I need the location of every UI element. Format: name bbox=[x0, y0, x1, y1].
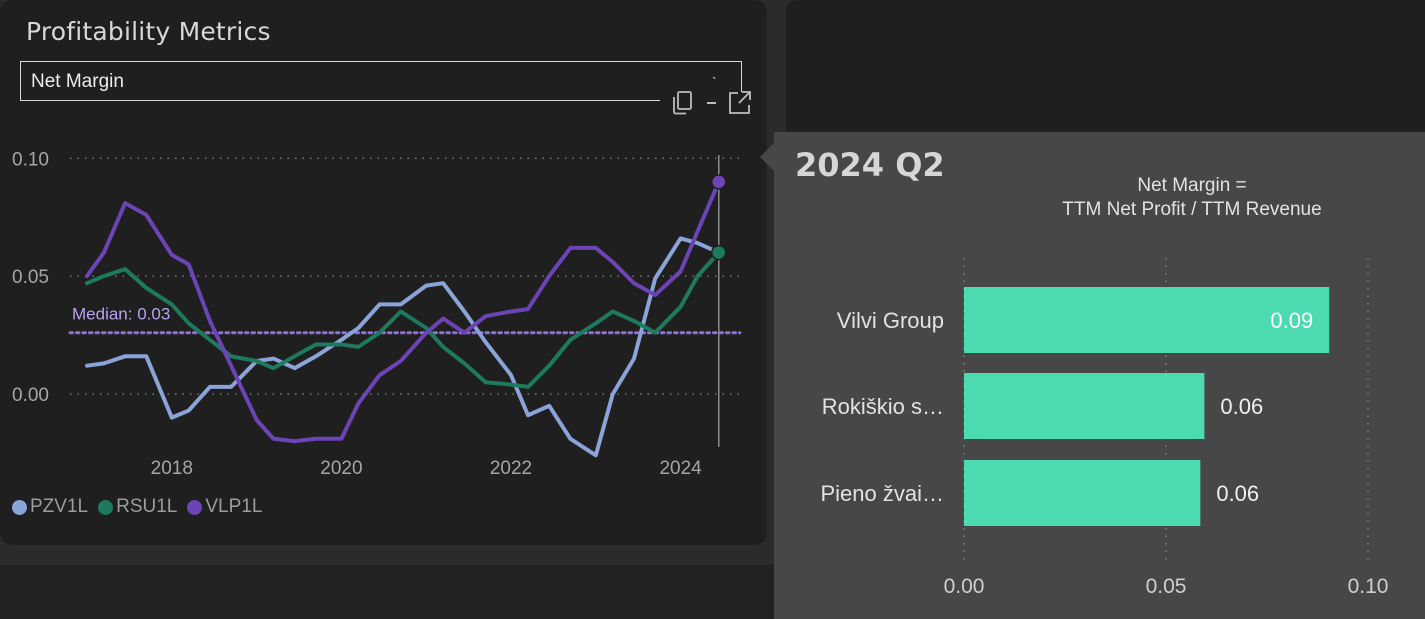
hover-point-rsu1l bbox=[711, 244, 727, 261]
series-line-rsu1l bbox=[85, 250, 721, 389]
panel-title: Profitability Metrics bbox=[26, 17, 271, 46]
x-tick-label: 0.00 bbox=[944, 575, 985, 598]
copy-icon[interactable] bbox=[671, 90, 695, 116]
legend-label: VLP1L bbox=[205, 496, 263, 517]
category-label: Pieno žvai… bbox=[820, 481, 944, 506]
x-tick-label: 0.10 bbox=[1348, 575, 1389, 598]
y-tick-label: 0.05 bbox=[12, 267, 49, 288]
x-tick-label: 2020 bbox=[320, 458, 362, 479]
x-tick-label: 0.05 bbox=[1146, 575, 1187, 598]
chart-legend: PZV1L RSU1L VLP1L bbox=[12, 496, 272, 518]
bar bbox=[964, 373, 1205, 439]
tooltip-formula-line-2: TTM Net Profit / TTM Revenue bbox=[1062, 199, 1322, 220]
tooltip-title: 2024 Q2 bbox=[795, 146, 945, 184]
bar-value-label: 0.06 bbox=[1220, 394, 1263, 419]
toolbar-separator bbox=[707, 102, 716, 104]
x-tick-label: 2018 bbox=[151, 458, 193, 479]
legend-dot bbox=[187, 499, 203, 515]
bar bbox=[964, 460, 1201, 526]
legend-dot bbox=[98, 499, 114, 515]
select-caret-icon: ` bbox=[712, 74, 717, 90]
y-tick-label: 0.10 bbox=[12, 149, 49, 170]
category-label: Vilvi Group bbox=[837, 308, 944, 333]
expand-icon[interactable] bbox=[727, 89, 753, 116]
legend-item-pzv1l[interactable]: PZV1L bbox=[12, 496, 88, 518]
x-tick-label: 2024 bbox=[659, 458, 702, 479]
bottom-strip bbox=[0, 565, 775, 619]
legend-label: RSU1L bbox=[116, 496, 178, 517]
bar-value-label: 0.09 bbox=[1270, 308, 1313, 333]
legend-item-vlp1l[interactable]: VLP1L bbox=[187, 496, 262, 518]
category-label: Rokiškio s… bbox=[822, 394, 944, 419]
tooltip-formula-line-1: Net Margin = bbox=[1137, 175, 1247, 196]
series-line-pzv1l bbox=[85, 236, 721, 458]
metric-select[interactable] bbox=[20, 61, 742, 101]
bar bbox=[964, 287, 1330, 353]
tooltip-pointer bbox=[760, 143, 774, 171]
tooltip-formula: Net Margin = TTM Net Profit / TTM Revenu… bbox=[1042, 174, 1342, 222]
hover-point-vlp1l bbox=[711, 174, 727, 190]
legend-dot bbox=[12, 499, 27, 515]
y-tick-label: 0.00 bbox=[12, 385, 49, 406]
series-line-vlp1l bbox=[85, 179, 721, 444]
legend-label: PZV1L bbox=[30, 496, 89, 517]
median-label: Median: 0.03 bbox=[72, 305, 170, 324]
x-tick-label: 2022 bbox=[490, 458, 532, 479]
legend-item-rsu1l[interactable]: RSU1L bbox=[98, 496, 177, 518]
select-border-mask bbox=[660, 92, 760, 120]
bar-value-label: 0.06 bbox=[1216, 481, 1259, 506]
metric-select-value: Net Margin bbox=[31, 71, 124, 92]
